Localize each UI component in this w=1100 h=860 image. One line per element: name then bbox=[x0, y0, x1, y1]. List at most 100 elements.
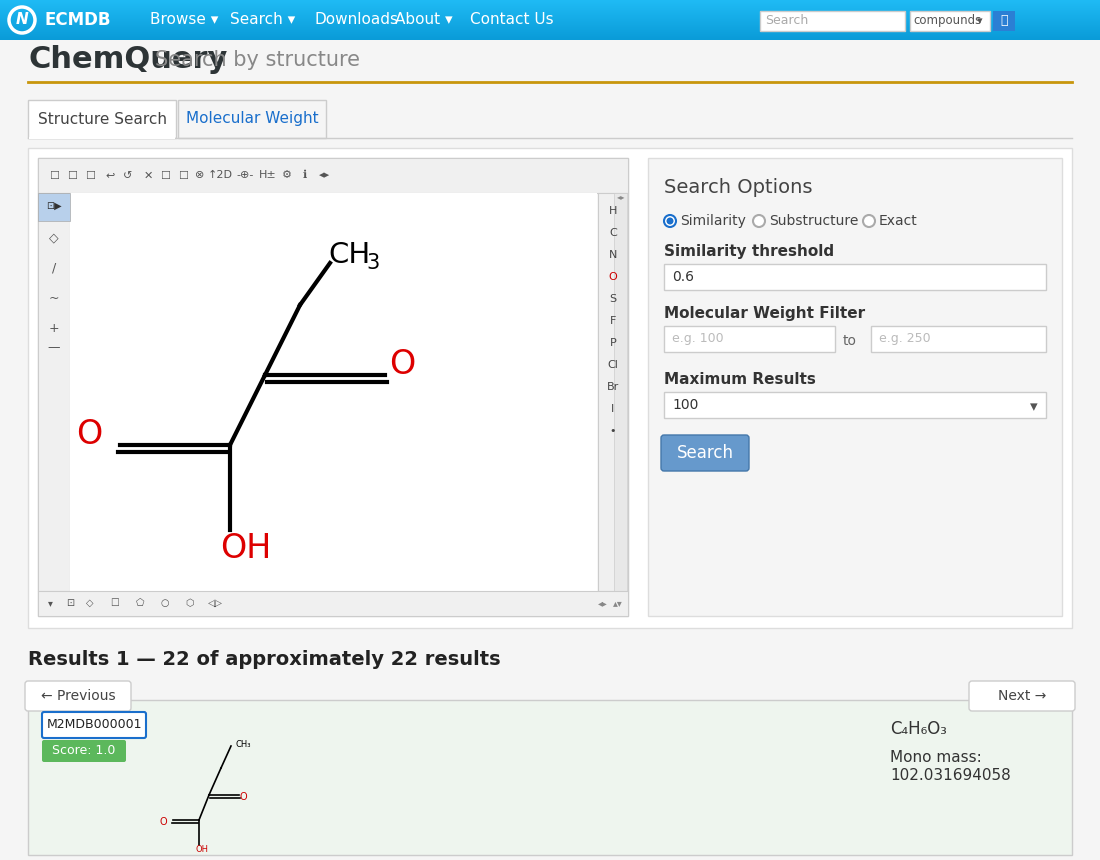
Text: S: S bbox=[609, 294, 617, 304]
Text: ℹ: ℹ bbox=[302, 170, 307, 181]
Text: ☐: ☐ bbox=[178, 170, 188, 181]
Text: Molecular Weight: Molecular Weight bbox=[186, 112, 318, 126]
Text: CH₃: CH₃ bbox=[235, 740, 251, 749]
Text: O: O bbox=[76, 417, 102, 451]
Text: ⬡: ⬡ bbox=[186, 598, 195, 608]
Text: ◇: ◇ bbox=[86, 598, 94, 608]
Text: 100: 100 bbox=[672, 398, 698, 412]
Text: F: F bbox=[609, 316, 616, 326]
Text: Score: 1.0: Score: 1.0 bbox=[53, 745, 116, 758]
Bar bbox=[910, 11, 990, 31]
Circle shape bbox=[754, 215, 764, 227]
Text: ChemQuery: ChemQuery bbox=[28, 46, 228, 75]
Text: O: O bbox=[240, 792, 248, 802]
Text: ECMDB: ECMDB bbox=[45, 11, 111, 29]
Bar bbox=[39, 193, 70, 591]
Text: Search: Search bbox=[676, 444, 734, 462]
Text: Cl: Cl bbox=[607, 360, 618, 370]
Text: ◂▸: ◂▸ bbox=[319, 170, 331, 181]
Bar bbox=[664, 326, 835, 352]
Text: ← Previous: ← Previous bbox=[41, 689, 116, 703]
Text: compounds: compounds bbox=[913, 14, 981, 27]
Text: O: O bbox=[608, 272, 617, 282]
Text: Substructure: Substructure bbox=[769, 214, 858, 228]
Bar bbox=[39, 591, 628, 616]
FancyBboxPatch shape bbox=[661, 435, 749, 471]
Text: Similarity: Similarity bbox=[680, 214, 746, 228]
Text: ◇: ◇ bbox=[50, 231, 58, 244]
Bar bbox=[614, 193, 627, 591]
FancyBboxPatch shape bbox=[969, 681, 1075, 711]
Text: Exact: Exact bbox=[879, 214, 917, 228]
Text: /: / bbox=[52, 261, 56, 274]
Text: to: to bbox=[843, 334, 857, 348]
Text: ↩: ↩ bbox=[106, 170, 114, 181]
Bar bbox=[664, 264, 1046, 290]
Text: H: H bbox=[608, 206, 617, 216]
Text: ⊗: ⊗ bbox=[196, 170, 205, 181]
Text: ⬠: ⬠ bbox=[135, 598, 144, 608]
Text: 102.031694058: 102.031694058 bbox=[890, 768, 1011, 783]
Text: 3: 3 bbox=[366, 253, 379, 273]
Bar bbox=[28, 100, 176, 138]
Text: +: + bbox=[48, 322, 59, 335]
Text: P: P bbox=[609, 338, 616, 348]
Text: Search by structure: Search by structure bbox=[155, 50, 360, 70]
Bar bbox=[39, 193, 70, 221]
FancyBboxPatch shape bbox=[42, 740, 127, 762]
Text: ◂▸: ◂▸ bbox=[598, 598, 608, 608]
Text: Downloads: Downloads bbox=[315, 13, 399, 28]
Text: ◂▸: ◂▸ bbox=[617, 193, 625, 201]
Text: Maximum Results: Maximum Results bbox=[664, 372, 816, 387]
Text: N: N bbox=[15, 13, 29, 28]
Text: OH: OH bbox=[220, 532, 272, 565]
Text: Search ▾: Search ▾ bbox=[230, 13, 295, 28]
Text: ◁▷: ◁▷ bbox=[208, 598, 222, 608]
Text: ⚙: ⚙ bbox=[282, 170, 292, 181]
Text: O: O bbox=[389, 347, 416, 380]
Bar bbox=[648, 158, 1062, 616]
Text: Browse ▾: Browse ▾ bbox=[150, 13, 219, 28]
Text: Next →: Next → bbox=[998, 689, 1046, 703]
Text: ☐: ☐ bbox=[111, 598, 120, 608]
Text: ☐: ☐ bbox=[160, 170, 170, 181]
Text: Mono mass:: Mono mass: bbox=[890, 750, 981, 765]
Text: M2MDB000001: M2MDB000001 bbox=[46, 718, 142, 732]
FancyBboxPatch shape bbox=[42, 712, 146, 738]
Text: ▾: ▾ bbox=[47, 598, 53, 608]
Text: Contact Us: Contact Us bbox=[470, 13, 553, 28]
Text: H±: H± bbox=[260, 170, 277, 181]
Bar bbox=[993, 11, 1015, 31]
Bar bbox=[28, 148, 1072, 628]
Text: Search Options: Search Options bbox=[664, 178, 813, 197]
Text: C₄H₆O₃: C₄H₆O₃ bbox=[890, 720, 947, 738]
Bar bbox=[39, 158, 628, 193]
Bar bbox=[760, 11, 905, 31]
Text: I: I bbox=[612, 404, 615, 414]
Text: About ▾: About ▾ bbox=[395, 13, 452, 28]
Text: 🔍: 🔍 bbox=[1000, 15, 1008, 28]
Text: ⊡: ⊡ bbox=[66, 598, 74, 608]
Text: Results 1 — 22 of approximately 22 results: Results 1 — 22 of approximately 22 resul… bbox=[28, 650, 500, 669]
Text: ~: ~ bbox=[48, 292, 59, 304]
Text: e.g. 100: e.g. 100 bbox=[672, 332, 724, 345]
FancyBboxPatch shape bbox=[25, 681, 131, 711]
Text: Molecular Weight Filter: Molecular Weight Filter bbox=[664, 306, 865, 321]
Text: ▾: ▾ bbox=[1030, 399, 1037, 414]
Bar bbox=[39, 158, 628, 616]
Text: ⊡▶: ⊡▶ bbox=[46, 202, 62, 212]
Bar bbox=[871, 326, 1046, 352]
Text: ☐: ☐ bbox=[50, 170, 59, 181]
Circle shape bbox=[664, 215, 676, 227]
Bar bbox=[28, 700, 1072, 855]
Text: N: N bbox=[608, 250, 617, 260]
Text: CH: CH bbox=[328, 241, 371, 269]
Text: ○: ○ bbox=[161, 598, 169, 608]
Text: OH: OH bbox=[195, 845, 208, 854]
Bar bbox=[70, 193, 597, 591]
Text: ▴▾: ▴▾ bbox=[613, 598, 623, 608]
Text: ☐: ☐ bbox=[67, 170, 77, 181]
Text: ✕: ✕ bbox=[143, 170, 153, 181]
Text: Search: Search bbox=[764, 14, 808, 27]
Text: ☐: ☐ bbox=[85, 170, 95, 181]
